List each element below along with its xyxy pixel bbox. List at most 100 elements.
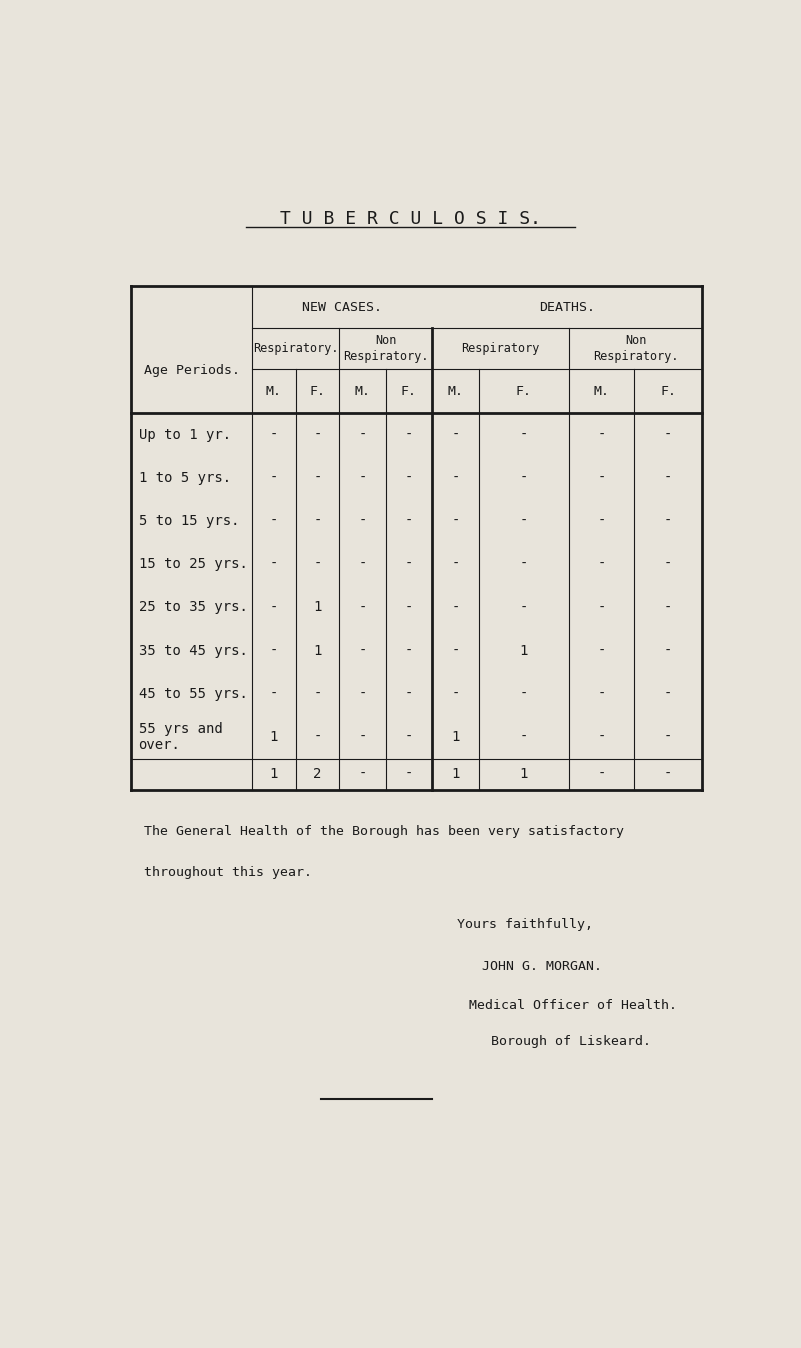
Text: -: - — [270, 514, 278, 528]
Text: -: - — [405, 600, 413, 615]
Text: -: - — [358, 557, 367, 572]
Text: 5 to 15 yrs.: 5 to 15 yrs. — [139, 514, 239, 528]
Text: -: - — [520, 427, 528, 442]
Text: 1: 1 — [313, 643, 321, 658]
Text: -: - — [451, 427, 460, 442]
Text: JOHN G. MORGAN.: JOHN G. MORGAN. — [482, 960, 602, 973]
Text: 55 yrs and
over.: 55 yrs and over. — [139, 723, 223, 752]
Text: 35 to 45 yrs.: 35 to 45 yrs. — [139, 643, 248, 658]
Text: -: - — [313, 470, 321, 485]
Text: 1: 1 — [520, 643, 528, 658]
Text: Non
Respiratory.: Non Respiratory. — [343, 334, 429, 363]
Text: -: - — [520, 557, 528, 572]
Text: -: - — [520, 686, 528, 701]
Text: 1: 1 — [451, 767, 460, 780]
Text: -: - — [520, 514, 528, 528]
Text: -: - — [520, 731, 528, 744]
Text: -: - — [598, 767, 606, 780]
Text: DEATHS.: DEATHS. — [539, 301, 595, 314]
Text: Respiratory.: Respiratory. — [253, 342, 338, 355]
Text: -: - — [358, 600, 367, 615]
Text: -: - — [405, 731, 413, 744]
Text: -: - — [270, 557, 278, 572]
Text: M.: M. — [594, 384, 610, 398]
Text: -: - — [313, 731, 321, 744]
Text: -: - — [664, 600, 672, 615]
Text: 1: 1 — [451, 731, 460, 744]
Text: -: - — [664, 557, 672, 572]
Text: Yours faithfully,: Yours faithfully, — [457, 918, 593, 931]
Text: -: - — [664, 686, 672, 701]
Text: -: - — [358, 643, 367, 658]
Text: -: - — [358, 427, 367, 442]
Text: F.: F. — [660, 384, 676, 398]
Text: -: - — [598, 600, 606, 615]
Text: -: - — [358, 470, 367, 485]
Text: F.: F. — [516, 384, 532, 398]
Text: -: - — [451, 557, 460, 572]
Text: -: - — [451, 470, 460, 485]
Text: -: - — [358, 731, 367, 744]
Text: -: - — [598, 731, 606, 744]
Text: 2: 2 — [313, 767, 321, 780]
Text: Age Periods.: Age Periods. — [143, 364, 239, 377]
Text: -: - — [664, 731, 672, 744]
Text: -: - — [598, 557, 606, 572]
Text: T U B E R C U L O S I S.: T U B E R C U L O S I S. — [280, 210, 541, 228]
Text: Medical Officer of Health.: Medical Officer of Health. — [469, 999, 678, 1012]
Text: -: - — [451, 686, 460, 701]
Text: M.: M. — [266, 384, 282, 398]
Text: The General Health of the Borough has been very satisfactory: The General Health of the Borough has be… — [143, 825, 624, 837]
Text: -: - — [520, 470, 528, 485]
Text: -: - — [405, 557, 413, 572]
Text: Borough of Liskeard.: Borough of Liskeard. — [491, 1035, 651, 1049]
Text: -: - — [270, 686, 278, 701]
Text: Respiratory: Respiratory — [461, 342, 540, 355]
Text: -: - — [313, 514, 321, 528]
Text: -: - — [313, 686, 321, 701]
Text: -: - — [313, 427, 321, 442]
Text: Up to 1 yr.: Up to 1 yr. — [139, 427, 231, 442]
Text: -: - — [270, 600, 278, 615]
Text: -: - — [598, 427, 606, 442]
Text: -: - — [270, 427, 278, 442]
Text: 1: 1 — [520, 767, 528, 780]
Text: -: - — [598, 514, 606, 528]
Text: -: - — [405, 514, 413, 528]
Text: -: - — [270, 643, 278, 658]
Text: -: - — [664, 643, 672, 658]
Text: -: - — [664, 427, 672, 442]
Text: NEW CASES.: NEW CASES. — [302, 301, 382, 314]
Text: F.: F. — [401, 384, 417, 398]
Text: throughout this year.: throughout this year. — [143, 867, 312, 879]
Text: 1 to 5 yrs.: 1 to 5 yrs. — [139, 470, 231, 485]
Text: M.: M. — [354, 384, 370, 398]
Text: -: - — [405, 470, 413, 485]
Text: 45 to 55 yrs.: 45 to 55 yrs. — [139, 686, 248, 701]
Text: F.: F. — [309, 384, 325, 398]
Text: 1: 1 — [313, 600, 321, 615]
Text: -: - — [598, 470, 606, 485]
Text: -: - — [520, 600, 528, 615]
Text: 1: 1 — [270, 767, 278, 780]
Text: -: - — [405, 686, 413, 701]
Text: -: - — [598, 643, 606, 658]
Text: 15 to 25 yrs.: 15 to 25 yrs. — [139, 557, 248, 572]
Text: -: - — [405, 767, 413, 780]
Text: -: - — [358, 686, 367, 701]
Text: -: - — [358, 767, 367, 780]
Text: -: - — [358, 514, 367, 528]
Text: Non
Respiratory.: Non Respiratory. — [593, 334, 678, 363]
Text: -: - — [405, 643, 413, 658]
Text: -: - — [451, 514, 460, 528]
Text: -: - — [405, 427, 413, 442]
Text: -: - — [313, 557, 321, 572]
Text: -: - — [664, 514, 672, 528]
Text: 1: 1 — [270, 731, 278, 744]
Text: 25 to 35 yrs.: 25 to 35 yrs. — [139, 600, 248, 615]
Text: M.: M. — [448, 384, 464, 398]
Text: -: - — [451, 643, 460, 658]
Text: -: - — [598, 686, 606, 701]
Text: -: - — [664, 767, 672, 780]
Text: -: - — [270, 470, 278, 485]
